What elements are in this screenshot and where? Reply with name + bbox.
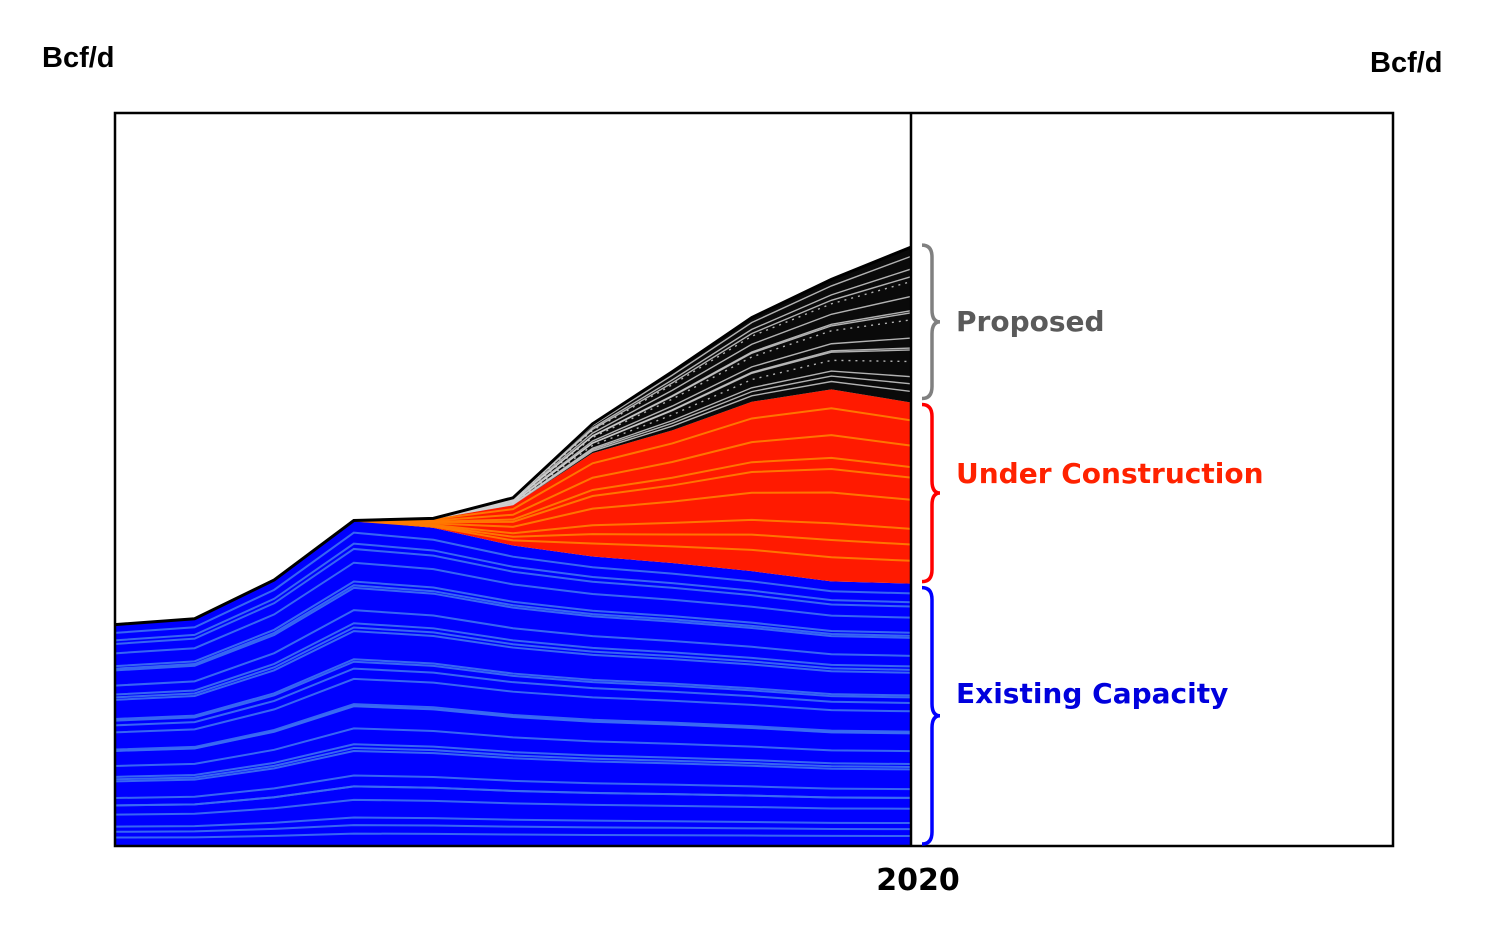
band-line [114, 727, 912, 767]
band-line [114, 561, 912, 655]
proposed-label: Proposed [956, 305, 1105, 338]
band-line [114, 704, 912, 752]
band-line [114, 774, 912, 800]
right-axis-unit: Bcf/d [1370, 47, 1443, 79]
band-line [114, 785, 912, 807]
band-line [114, 703, 912, 751]
band-line [114, 586, 912, 672]
band-line [114, 798, 912, 816]
band-line [114, 584, 912, 670]
existing-capacity-brace [921, 585, 941, 846]
band-line [114, 547, 912, 645]
band-line [114, 626, 912, 699]
area-proposed [115, 247, 911, 625]
under-construction-label: Under Construction [956, 457, 1264, 490]
band-line [114, 580, 912, 668]
area-under-construction [115, 389, 911, 625]
left-axis-unit: Bcf/d [42, 42, 115, 74]
band-line [114, 816, 912, 828]
band-line [114, 622, 912, 696]
band-line [114, 630, 912, 701]
band-line [114, 609, 912, 687]
band-line [114, 660, 912, 722]
band-line [114, 832, 912, 839]
x-tick-label: 2020 [876, 863, 960, 898]
proposed-brace [921, 243, 941, 401]
series-under-construction [115, 389, 911, 625]
series-proposed [115, 247, 911, 625]
band-line [114, 658, 912, 720]
band-line [114, 542, 912, 642]
total-outline [114, 245, 912, 627]
band-line [114, 531, 912, 634]
band-line [114, 750, 912, 783]
under-construction-brace [921, 402, 941, 584]
band-line [114, 667, 912, 727]
pipeline-bands [114, 245, 912, 839]
band-line [114, 824, 912, 833]
band-line [114, 746, 912, 781]
band-line [114, 743, 912, 778]
band-line [114, 677, 912, 734]
existing-capacity-label: Existing Capacity [956, 677, 1228, 710]
plot-frame [113, 111, 1395, 848]
